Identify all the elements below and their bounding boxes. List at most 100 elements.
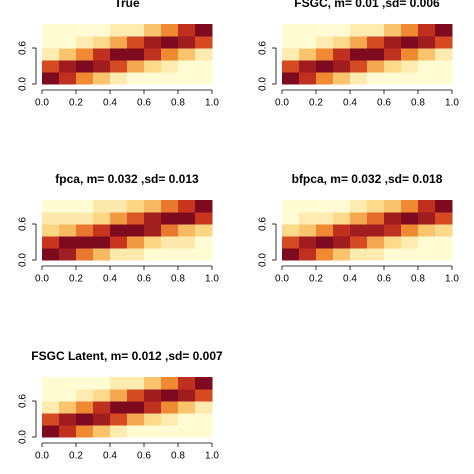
heat-cell [161,48,179,61]
heat-cell [418,36,436,49]
heat-cell [333,224,351,237]
heat-cell [316,24,334,37]
heat-cell [127,248,145,261]
heat-cell [178,248,196,261]
y-tick-label: 0.6 [18,41,29,55]
heat-cell [76,48,94,61]
y-tick-label: 0.6 [18,394,29,408]
heat-cell [316,48,334,61]
heat-cell [333,236,351,249]
heat-cell [384,72,402,85]
heat-cell [384,200,402,213]
heat-cell [127,224,145,237]
heat-cell [384,48,402,61]
heat-cell [144,425,162,438]
heat-cell [195,200,213,213]
panel: fpca, m= 0.032 ,sd= 0.013 0.0 0.2 0.4 0.6 0.8… [18,172,220,284]
x-tick-label: 0.0 [275,274,289,285]
heat-cell [42,72,60,85]
heat-cell [161,60,179,73]
heat-cell [178,401,196,414]
heat-cell [384,248,402,261]
heat-cell [333,72,351,85]
heat-cell [59,36,77,49]
panel: FSGC Latent, m= 0.012 ,sd= 0.007 0.0 0.2 0.… [18,349,223,461]
heat-cell [282,48,300,61]
heat-cell [299,248,317,261]
heat-cell [367,248,385,261]
heat-cell [316,212,334,225]
panel-title: FSGC Latent, m= 0.012 ,sd= 0.007 [31,349,223,363]
panel-title: bfpca, m= 0.032 ,sd= 0.018 [292,172,443,186]
heat-cell [418,212,436,225]
heat-cell [144,60,162,73]
heat-cell [93,389,111,402]
heat-cell [161,425,179,438]
heat-cell [110,72,128,85]
heat-cell [76,60,94,73]
heat-cell [161,212,179,225]
heat-cell [333,24,351,37]
heat-cell [299,236,317,249]
x-tick-label: 0.2 [309,98,323,109]
heat-cell [59,248,77,261]
heat-cell [435,60,453,73]
heat-cell [195,48,213,61]
heat-cell [401,200,419,213]
heat-cell [42,200,60,213]
heat-cell [110,248,128,261]
heat-cell [93,377,111,390]
heat-cell [350,248,368,261]
heat-cell [127,389,145,402]
x-tick-label: 0.8 [411,98,425,109]
panel-title: True [114,0,140,10]
heat-cell [93,60,111,73]
heat-cell [144,401,162,414]
heat-cell [367,200,385,213]
heat-cell [299,36,317,49]
heat-cell [110,425,128,438]
heat-cell [110,389,128,402]
heat-cell [350,224,368,237]
heat-cell [195,72,213,85]
x-tick-label: 0.2 [69,98,83,109]
heat-cell [161,377,179,390]
x-tick-label: 0.0 [35,98,49,109]
heat-cell [282,236,300,249]
heat-cell [333,36,351,49]
heat-cell [299,48,317,61]
heat-cell [144,224,162,237]
heat-cell [144,212,162,225]
heat-cell [282,36,300,49]
heat-cell [282,212,300,225]
heat-cell [178,72,196,85]
heat-cell [316,236,334,249]
x-tick-label: 1.0 [205,274,219,285]
heat-cell [110,24,128,37]
heat-cell [127,200,145,213]
heat-cell [418,236,436,249]
heat-cell [384,236,402,249]
heat-cell [110,36,128,49]
heat-cell [76,200,94,213]
heat-cell [144,36,162,49]
heat-cell [178,425,196,438]
x-tick-label: 0.4 [343,98,357,109]
x-tick-label: 0.4 [103,274,117,285]
heat-cell [59,24,77,37]
x-tick-label: 0.6 [137,274,151,285]
x-tick-label: 1.0 [205,98,219,109]
heat-cell [110,377,128,390]
heat-cell [76,24,94,37]
heat-cell [59,236,77,249]
heat-cell [127,401,145,414]
heat-cell [195,36,213,49]
heat-cell [367,48,385,61]
y-tick-label: 0.0 [258,253,269,267]
panel-title: FSGC, m= 0.01 ,sd= 0.006 [294,0,440,10]
heat-cell [401,224,419,237]
heat-cell [59,401,77,414]
heat-cell [127,413,145,426]
heat-cell [59,48,77,61]
